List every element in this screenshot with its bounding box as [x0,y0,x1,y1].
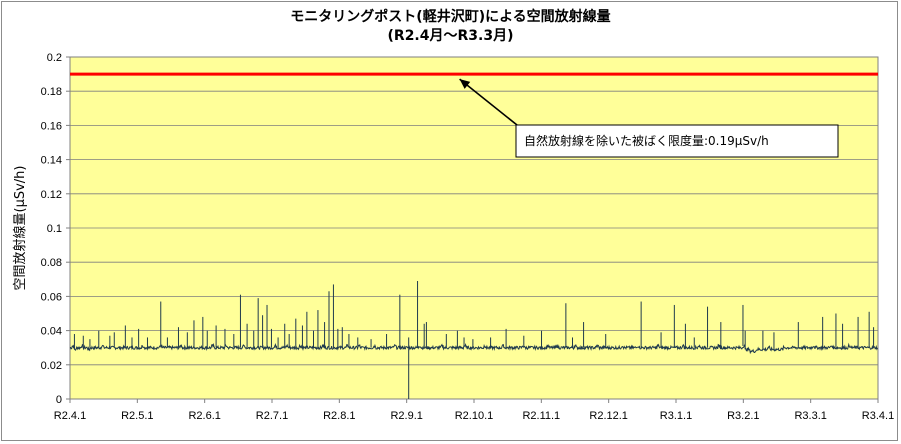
x-tick-label: R3.3.1 [794,410,826,422]
x-tick-label: R2.8.1 [323,410,355,422]
x-tick-label: R2.10.1 [455,410,494,422]
y-tick-label: 0.04 [41,326,62,338]
y-tick-label: 0.16 [41,120,62,132]
series-line [69,342,878,355]
x-tick-label: R2.11.1 [522,410,560,422]
y-tick-label: 0.2 [47,52,62,64]
x-tick-label: R2.6.1 [188,410,220,422]
chart-title-block: モニタリングポスト(軽井沢町)による空間放射線量 (R2.4月～R3.3月) [0,8,901,46]
annotation-box [515,124,839,158]
x-tick-label: R3.1.1 [660,410,692,422]
x-tick-label: R3.4.1 [862,410,894,422]
annotation-text: 自然放射線を除いた被ばく限度量:0.19μSv/h [524,133,769,148]
x-tick-labels: R2.4.1 R2.5.1 R2.6.1 R2.7.1 R2.8.1 R2.9.1 R2.1… [54,399,894,422]
y-tick-label: 0.18 [41,86,62,98]
y-tick-label: 0.02 [41,360,62,372]
x-tick-label: R2.9.1 [390,410,422,422]
x-tick-label: R2.12.1 [589,410,628,422]
x-tick-label: R3.2.1 [727,410,759,422]
dose-series [69,281,878,399]
chart-subtitle: (R2.4月～R3.3月) [387,28,514,44]
x-tick-label: R2.4.1 [54,410,86,422]
x-tick-label: R2.7.1 [256,410,288,422]
y-axis-label: 空間放射線量(μSv/h) [12,166,28,291]
y-tick-labels: 0 0.02 0.04 0.06 0.08 0.1 0.12 0.14 0.16 0.18 0.2 [41,52,62,406]
chart-title: モニタリングポスト(軽井沢町)による空間放射線量 [290,9,611,25]
y-tick-label: 0.14 [41,155,62,167]
y-tick-label: 0.06 [41,291,62,303]
y-tick-label: 0.12 [41,189,62,201]
x-tick-label: R2.5.1 [121,410,153,422]
y-tick-label: 0.08 [41,257,62,269]
y-tick-label: 0 [56,394,62,406]
annotation-arrowhead [459,79,471,89]
y-tick-label: 0.1 [47,223,62,235]
annotation-arrow [459,78,518,126]
